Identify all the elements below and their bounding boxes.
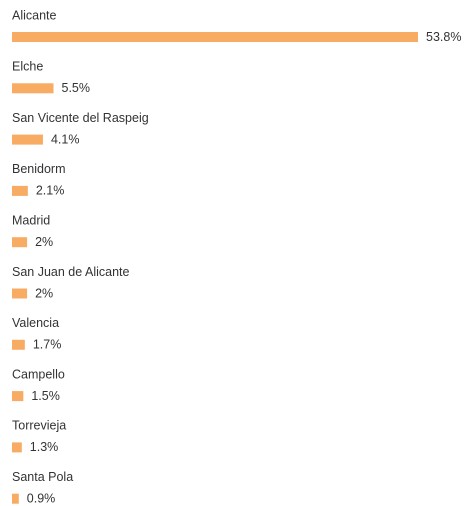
category-label: Elche: [12, 60, 43, 74]
value-label: 2%: [35, 235, 53, 249]
bar: [12, 391, 24, 402]
bar: [12, 493, 19, 504]
category-label: Campello: [12, 367, 65, 381]
value-label: 4.1%: [51, 132, 80, 146]
value-label: 53.8%: [426, 30, 461, 44]
bar: [12, 32, 418, 42]
value-label: 1.7%: [33, 338, 62, 352]
bar: [12, 339, 25, 350]
bar: [12, 288, 28, 299]
category-label: Torrevieja: [12, 419, 66, 433]
bar: [12, 134, 43, 145]
category-label: Valencia: [12, 316, 59, 330]
value-label: 1.3%: [30, 440, 59, 454]
category-label: Santa Pola: [12, 470, 73, 484]
value-label: 5.5%: [62, 81, 91, 95]
category-label: San Vicente del Raspeig: [12, 111, 149, 125]
category-label: Benidorm: [12, 162, 66, 176]
value-label: 1.5%: [31, 389, 60, 403]
value-label: 0.9%: [27, 491, 56, 505]
category-label: San Juan de Alicante: [12, 265, 129, 279]
bar: [12, 442, 22, 453]
value-label: 2.1%: [36, 184, 64, 198]
bar: [12, 83, 54, 94]
category-label: Alicante: [12, 8, 57, 22]
category-label: Madrid: [12, 213, 50, 227]
bar: [12, 237, 28, 248]
bar: [12, 185, 28, 196]
value-label: 2%: [35, 286, 53, 300]
